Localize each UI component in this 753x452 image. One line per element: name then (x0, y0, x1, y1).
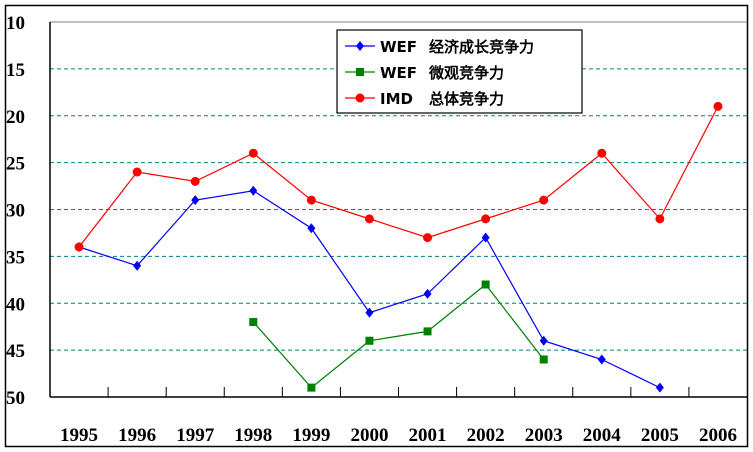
data-point-2 (423, 233, 433, 243)
x-tick-label: 1996 (118, 425, 156, 446)
data-point-2 (713, 101, 723, 111)
data-point-0 (133, 260, 142, 271)
legend-series-label: 经济成长竞争力 (429, 38, 534, 56)
legend-marker (355, 93, 365, 103)
data-point-1 (249, 318, 258, 326)
data-point-1 (365, 336, 374, 345)
legend-marker (356, 41, 364, 51)
data-point-2 (539, 195, 549, 205)
legend-series-label: 总体竞争力 (429, 90, 504, 108)
data-point-2 (248, 148, 258, 158)
data-point-0 (307, 223, 316, 234)
data-point-2 (306, 195, 316, 205)
data-point-0 (655, 382, 664, 393)
y-tick-label: 25 (6, 154, 25, 175)
y-tick-label: 40 (6, 294, 25, 315)
y-tick-label: 30 (6, 201, 25, 222)
data-point-2 (74, 242, 84, 252)
legend-box (336, 29, 583, 114)
legend: WEF 经济成长竞争力 WEF 微观竞争力 IMD 总体竞争力 (336, 29, 583, 114)
data-point-2 (481, 214, 491, 224)
x-tick-label: 2000 (350, 425, 388, 446)
data-point-1 (481, 280, 490, 289)
legend-series-name: WEF (380, 38, 417, 56)
x-tick-label: 2002 (467, 425, 505, 446)
x-tick-label: 1995 (60, 425, 98, 446)
data-point-0 (365, 307, 374, 318)
y-tick-label: 50 (6, 388, 25, 409)
data-point-0 (191, 195, 200, 206)
x-tick-label: 1997 (176, 425, 215, 446)
y-tick-label: 35 (6, 247, 25, 268)
data-point-2 (132, 167, 142, 177)
data-point-0 (539, 335, 548, 346)
x-tick-label: 2005 (641, 425, 679, 446)
x-tick-label: 1998 (234, 425, 272, 446)
data-point-2 (364, 214, 374, 224)
x-tick-label: 2003 (525, 425, 563, 446)
y-tick-label: 15 (6, 60, 25, 81)
series-line-2 (78, 106, 719, 248)
data-point-1 (539, 355, 548, 364)
y-tick-label: 10 (6, 13, 25, 34)
data-point-0 (597, 354, 606, 365)
data-point-0 (423, 288, 432, 299)
data-point-1 (307, 383, 316, 392)
y-tick-label: 20 (6, 107, 25, 128)
legend-marker (356, 68, 364, 76)
data-point-2 (655, 214, 665, 224)
data-point-2 (597, 148, 607, 158)
legend-series-label: 微观竞争力 (428, 64, 504, 82)
data-point-0 (249, 185, 258, 196)
data-point-2 (190, 176, 200, 186)
x-tick-label: 2006 (699, 425, 737, 446)
legend-series-name: IMD (380, 90, 413, 108)
data-point-1 (423, 327, 432, 336)
x-tick-label: 2001 (409, 425, 447, 446)
x-tick-label: 2004 (583, 425, 622, 446)
series-line-1 (252, 283, 545, 389)
data-point-0 (481, 232, 490, 243)
y-tick-label: 45 (6, 341, 25, 362)
x-tick-label: 1999 (292, 425, 330, 446)
legend-series-name: WEF (380, 64, 417, 82)
